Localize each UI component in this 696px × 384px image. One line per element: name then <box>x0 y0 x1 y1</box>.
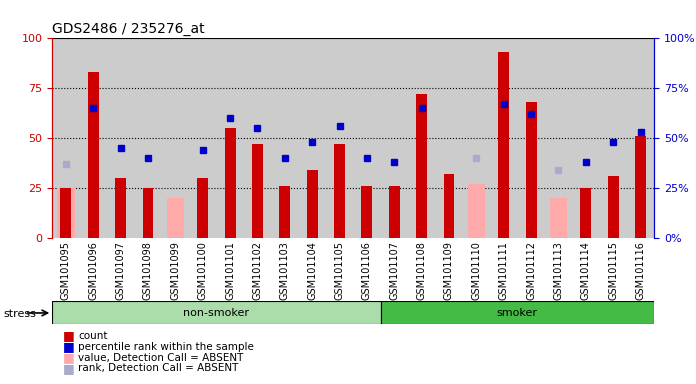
Text: GSM101107: GSM101107 <box>389 241 400 300</box>
Text: GSM101113: GSM101113 <box>553 241 564 300</box>
Text: GSM101103: GSM101103 <box>280 241 290 300</box>
Text: GSM101115: GSM101115 <box>608 241 618 300</box>
Bar <box>550 198 567 238</box>
Bar <box>115 178 126 238</box>
Bar <box>361 186 372 238</box>
Text: GSM101111: GSM101111 <box>499 241 509 300</box>
Text: GSM101097: GSM101097 <box>116 241 125 300</box>
Bar <box>189 38 216 238</box>
Text: GSM101114: GSM101114 <box>581 241 591 300</box>
Text: GSM101098: GSM101098 <box>143 241 153 300</box>
Bar <box>52 38 79 238</box>
Text: smoker: smoker <box>497 308 538 318</box>
Bar <box>572 38 599 238</box>
Text: GSM101116: GSM101116 <box>635 241 646 300</box>
Text: GSM101101: GSM101101 <box>225 241 235 300</box>
Text: ■: ■ <box>63 362 74 375</box>
Text: GSM101110: GSM101110 <box>471 241 482 300</box>
Bar <box>416 94 427 238</box>
Bar <box>134 38 161 238</box>
Bar <box>279 186 290 238</box>
Text: GSM101100: GSM101100 <box>198 241 207 300</box>
Text: percentile rank within the sample: percentile rank within the sample <box>78 342 254 352</box>
Bar <box>225 128 235 238</box>
Bar <box>608 176 619 238</box>
Bar <box>389 186 400 238</box>
Bar <box>79 38 107 238</box>
Bar <box>381 38 408 238</box>
Bar <box>307 170 317 238</box>
Bar <box>88 72 99 238</box>
Bar <box>334 144 345 238</box>
Bar <box>197 178 208 238</box>
Text: GSM101109: GSM101109 <box>444 241 454 300</box>
Bar <box>57 188 74 238</box>
Bar <box>52 301 381 324</box>
Bar <box>216 38 244 238</box>
Text: count: count <box>78 331 107 341</box>
Text: GSM101099: GSM101099 <box>171 241 180 300</box>
Text: GDS2486 / 235276_at: GDS2486 / 235276_at <box>52 22 205 36</box>
Bar <box>443 174 454 238</box>
Text: stress: stress <box>3 309 36 319</box>
Bar <box>381 301 654 324</box>
Bar <box>61 188 72 238</box>
Bar <box>299 38 326 238</box>
Bar <box>107 38 134 238</box>
Bar <box>353 38 381 238</box>
Bar <box>580 188 592 238</box>
Bar <box>545 38 572 238</box>
Bar <box>161 38 189 238</box>
Bar <box>326 38 353 238</box>
Text: GSM101096: GSM101096 <box>88 241 98 300</box>
Bar <box>463 38 490 238</box>
Bar <box>143 188 153 238</box>
Text: GSM101112: GSM101112 <box>526 241 536 300</box>
Text: GSM101105: GSM101105 <box>335 241 345 300</box>
Text: ■: ■ <box>63 329 74 343</box>
Text: GSM101104: GSM101104 <box>307 241 317 300</box>
Bar <box>635 136 646 238</box>
Text: ■: ■ <box>63 340 74 353</box>
Bar <box>599 38 627 238</box>
Bar <box>490 38 517 238</box>
Text: GSM101095: GSM101095 <box>61 241 71 300</box>
Bar <box>252 144 263 238</box>
Text: ■: ■ <box>63 351 74 364</box>
Bar <box>244 38 271 238</box>
Bar <box>166 198 184 238</box>
Bar <box>627 38 654 238</box>
Bar <box>517 38 545 238</box>
Text: non-smoker: non-smoker <box>183 308 249 318</box>
Text: GSM101106: GSM101106 <box>362 241 372 300</box>
Bar <box>435 38 463 238</box>
Text: value, Detection Call = ABSENT: value, Detection Call = ABSENT <box>78 353 244 362</box>
Text: GSM101108: GSM101108 <box>417 241 427 300</box>
Bar <box>468 184 485 238</box>
Text: GSM101102: GSM101102 <box>253 241 262 300</box>
Text: rank, Detection Call = ABSENT: rank, Detection Call = ABSENT <box>78 363 238 373</box>
Bar <box>408 38 435 238</box>
Bar <box>525 102 537 238</box>
Bar <box>271 38 299 238</box>
Bar <box>498 52 509 238</box>
